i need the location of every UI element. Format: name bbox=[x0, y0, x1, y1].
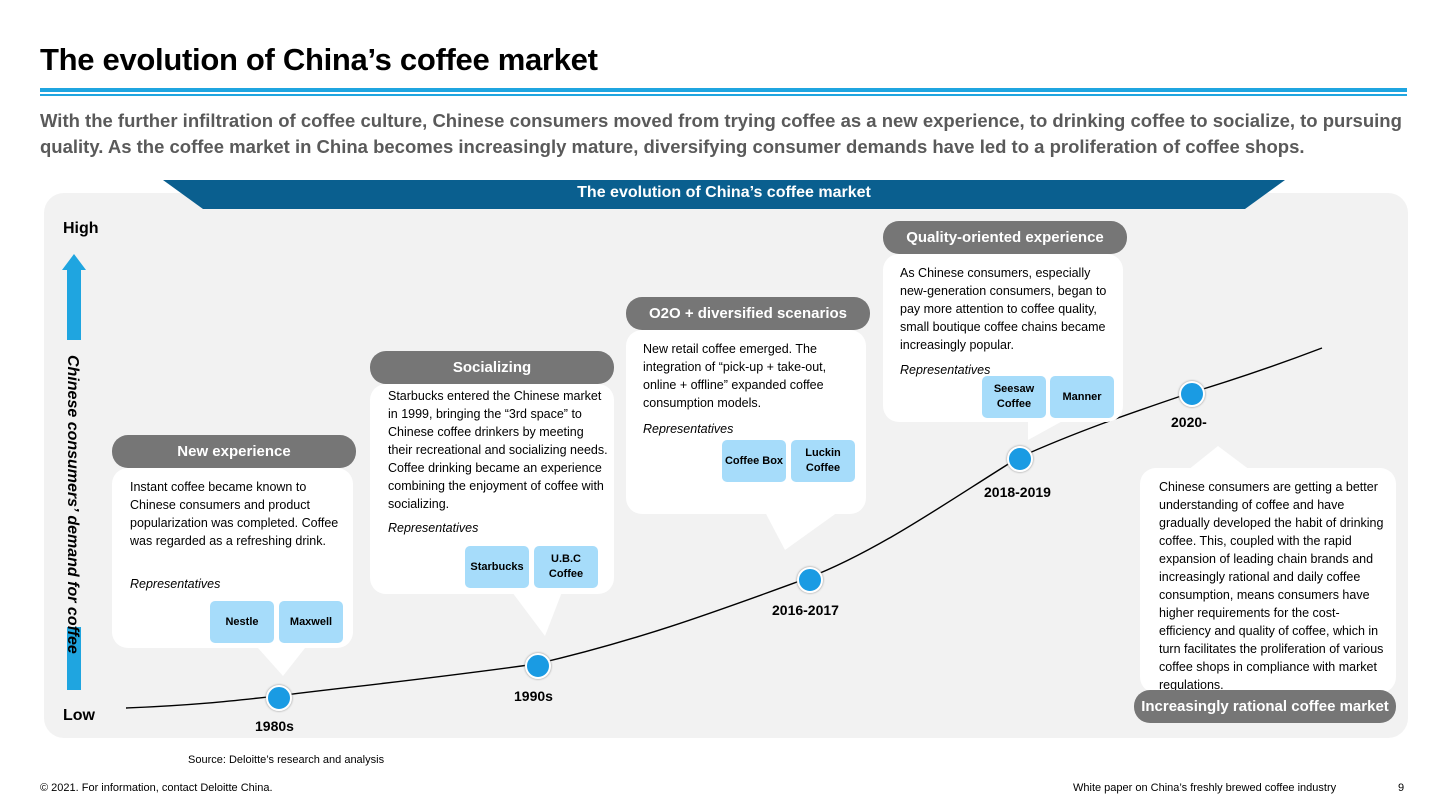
timeline-dot-1990s bbox=[525, 653, 551, 679]
stage-description: New retail coffee emerged. The integrati… bbox=[643, 342, 827, 410]
brand-tag: Luckin Coffee bbox=[791, 440, 855, 482]
stage-title: Increasingly rational coffee market bbox=[1134, 690, 1396, 723]
stage-description: Starbucks entered the Chinese market in … bbox=[388, 389, 608, 511]
timeline-dot-2020 bbox=[1179, 381, 1205, 407]
brand-tag: Coffee Box bbox=[722, 440, 786, 482]
source-note: Source: Deloitte’s research and analysis bbox=[188, 754, 385, 766]
stage-title: Socializing bbox=[370, 351, 614, 384]
brand-tag: Seesaw Coffee bbox=[982, 376, 1046, 418]
year-label: 1990s bbox=[514, 688, 553, 704]
timeline-dot-2018 bbox=[1007, 446, 1033, 472]
stage-description: Chinese consumers are getting a better u… bbox=[1159, 480, 1384, 692]
brand-tag: Starbucks bbox=[465, 546, 529, 588]
year-label: 2018-2019 bbox=[984, 484, 1051, 500]
representatives-label: Representatives bbox=[388, 521, 479, 535]
diagram-banner bbox=[163, 180, 1285, 209]
stage-card-rational bbox=[1140, 468, 1396, 693]
title-rule-thin bbox=[40, 94, 1407, 96]
timeline-dot-1980s bbox=[266, 685, 292, 711]
diagram-banner-title: The evolution of China’s coffee market bbox=[577, 184, 871, 201]
brand-tag: Maxwell bbox=[279, 601, 343, 643]
footer-title: White paper on China’s freshly brewed co… bbox=[1073, 782, 1337, 794]
footer-copyright: © 2021. For information, contact Deloitt… bbox=[40, 782, 273, 794]
representatives-label: Representatives bbox=[643, 422, 734, 436]
timeline-dot-2016 bbox=[797, 567, 823, 593]
brand-tag: U.B.C Coffee bbox=[534, 546, 598, 588]
representatives-label: Representatives bbox=[900, 363, 991, 377]
axis-arrow-icon bbox=[62, 254, 86, 690]
title-rule bbox=[40, 88, 1407, 92]
page-subtitle: With the further infiltration of coffee … bbox=[40, 110, 1402, 157]
stage-title: O2O + diversified scenarios bbox=[626, 297, 870, 330]
stage-card-o2o bbox=[626, 330, 866, 514]
stage-description: Instant coffee became known to Chinese c… bbox=[130, 480, 339, 548]
axis-low-label: Low bbox=[63, 707, 95, 724]
stage-title: New experience bbox=[112, 435, 356, 468]
year-label: 1980s bbox=[255, 718, 294, 734]
stage-title: Quality-oriented experience bbox=[883, 221, 1127, 254]
axis-high-label: High bbox=[63, 220, 99, 237]
year-label: 2016-2017 bbox=[772, 602, 839, 618]
stage-description: As Chinese consumers, especially new-gen… bbox=[900, 266, 1107, 352]
brand-tag: Manner bbox=[1050, 376, 1114, 418]
representatives-label: Representatives bbox=[130, 577, 221, 591]
page-number: 9 bbox=[1398, 782, 1405, 794]
page-title: The evolution of China’s coffee market bbox=[40, 42, 598, 77]
year-label: 2020- bbox=[1171, 414, 1207, 430]
brand-tag: Nestle bbox=[210, 601, 274, 643]
